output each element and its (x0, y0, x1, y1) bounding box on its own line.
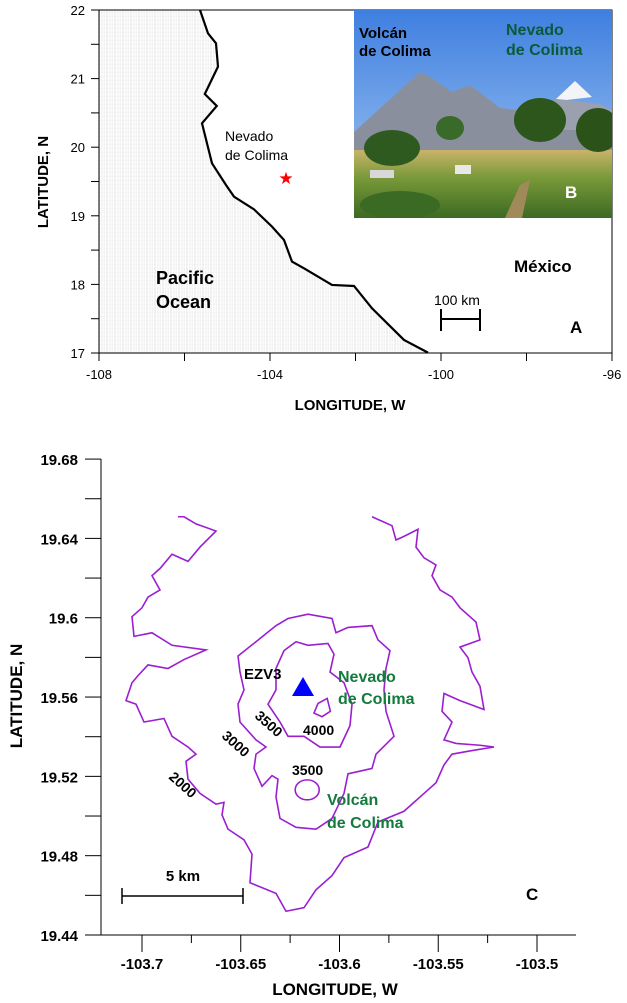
contour-label-3000: 3000 (219, 727, 253, 760)
volcan-label-1: Volcán (327, 792, 378, 809)
x-tick-label: -103.6 (318, 956, 361, 973)
scale-label-a: 100 km (434, 292, 480, 308)
x-tick-label: -108 (86, 367, 112, 382)
contour-2000 (126, 517, 494, 911)
panel-a-ylabel: LATITUDE, N (35, 136, 52, 228)
site-label-2: de Colima (225, 147, 288, 163)
nevado-peak (556, 81, 592, 100)
panel-a-ticks: -108 -104 -100 -96 22 21 20 19 18 17 (71, 3, 622, 382)
nevado-label-2: de Colima (338, 691, 415, 708)
y-tick-label: 20 (71, 140, 85, 155)
photo-label-nevado-2: de Colima (506, 42, 583, 59)
panel-b-photo (354, 10, 612, 218)
panel-label-c: C (526, 885, 538, 904)
y-tick-label: 19.68 (40, 452, 78, 469)
y-tick-label: 19.44 (40, 928, 78, 945)
panel-c-ticks: -103.7 -103.65 -103.6 -103.55 -103.5 19.68 19.… (40, 452, 558, 973)
y-tick-label: 19 (71, 209, 85, 224)
panel-c-ylabel: LATITUDE, N (7, 644, 26, 749)
scale-bar-100km (440, 309, 481, 331)
volcan-label-2: de Colima (327, 815, 404, 832)
y-tick-label: 18 (71, 277, 85, 292)
y-tick-label: 17 (71, 346, 85, 361)
station-label: EZV3 (244, 666, 282, 683)
x-tick-label: -103.65 (215, 956, 266, 973)
y-tick-label: 19.52 (40, 769, 78, 786)
panel-c-xlabel: LONGITUDE, W (272, 980, 399, 999)
y-tick-label: 19.56 (40, 690, 78, 707)
x-tick-label: -103.7 (121, 956, 164, 973)
photo-label-volcan-2: de Colima (359, 43, 431, 60)
station-triangle-icon (292, 677, 314, 696)
photo-label-nevado-1: Nevado (506, 22, 564, 39)
x-tick-label: -104 (257, 367, 283, 382)
y-tick-label: 19.6 (49, 611, 78, 628)
country-label: México (514, 257, 572, 276)
ocean-label-1: Pacific (156, 268, 214, 288)
y-tick-label: 21 (71, 72, 85, 87)
contour-3500-nevado (268, 642, 352, 747)
y-tick-label: 19.64 (40, 531, 78, 548)
panel-label-b: B (565, 183, 577, 202)
contour-label-3500-south: 3500 (292, 762, 323, 778)
photo-label-volcan-1: Volcán (359, 25, 407, 42)
nevado-label-1: Nevado (338, 669, 396, 686)
y-tick-label: 22 (71, 3, 85, 18)
contour-label-4000: 4000 (303, 722, 334, 738)
contour-3000 (238, 614, 394, 829)
ocean-area (99, 9, 428, 354)
site-label-1: Nevado (225, 128, 273, 144)
x-tick-label: -100 (428, 367, 454, 382)
scale-bar-5km (121, 888, 244, 904)
x-tick-label: -103.5 (516, 956, 559, 973)
y-tick-label: 19.48 (40, 849, 78, 866)
contour-label-3500: 3500 (252, 707, 286, 740)
star-icon: ★ (278, 169, 293, 188)
coastline (200, 10, 428, 353)
contour-4000 (314, 698, 330, 716)
x-tick-label: -96 (603, 367, 622, 382)
scale-label-c: 5 km (166, 868, 200, 885)
contour-3500-volcan (295, 780, 319, 800)
panel-a-xlabel: LONGITUDE, W (295, 397, 407, 414)
x-tick-label: -103.55 (413, 956, 464, 973)
panel-label-a: A (570, 318, 582, 337)
contour-label-2000: 2000 (166, 768, 200, 801)
ocean-label-2: Ocean (156, 292, 211, 312)
panel-c-map: -103.7 -103.65 -103.6 -103.55 -103.5 19.68 19.… (7, 452, 576, 999)
